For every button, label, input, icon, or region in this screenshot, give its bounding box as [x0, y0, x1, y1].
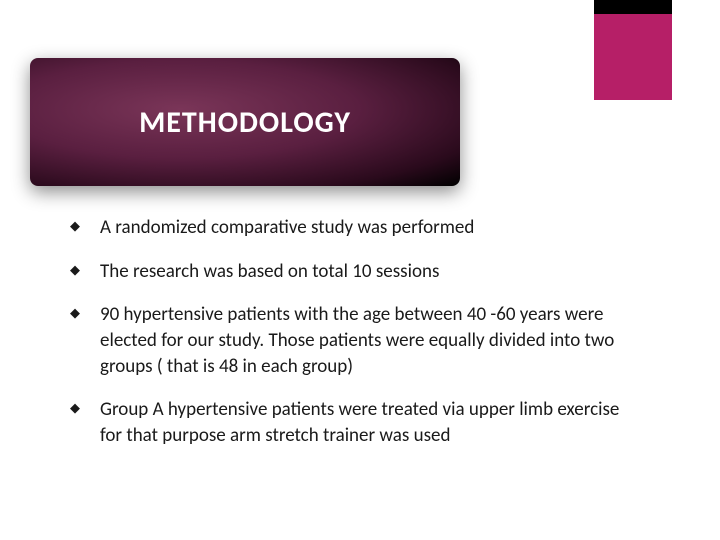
bullet-text: 90 hypertensive patients with the age be… [100, 302, 630, 379]
bullet-text: A randomized comparative study was perfo… [100, 215, 474, 241]
title-banner: METHODOLOGY [30, 58, 460, 186]
slide-title: METHODOLOGY [139, 104, 351, 141]
list-item: ◆ The research was based on total 10 ses… [70, 259, 630, 285]
list-item: ◆ Group A hypertensive patients were tre… [70, 397, 630, 448]
accent-tab [594, 0, 672, 100]
list-item: ◆ A randomized comparative study was per… [70, 215, 630, 241]
diamond-bullet-icon: ◆ [70, 308, 82, 320]
bullet-list: ◆ A randomized comparative study was per… [70, 215, 630, 466]
bullet-text: Group A hypertensive patients were treat… [100, 397, 630, 448]
diamond-bullet-icon: ◆ [70, 265, 82, 277]
diamond-bullet-icon: ◆ [70, 221, 82, 233]
list-item: ◆ 90 hypertensive patients with the age … [70, 302, 630, 379]
diamond-bullet-icon: ◆ [70, 403, 82, 415]
accent-tab-top [594, 0, 672, 14]
bullet-text: The research was based on total 10 sessi… [100, 259, 439, 285]
